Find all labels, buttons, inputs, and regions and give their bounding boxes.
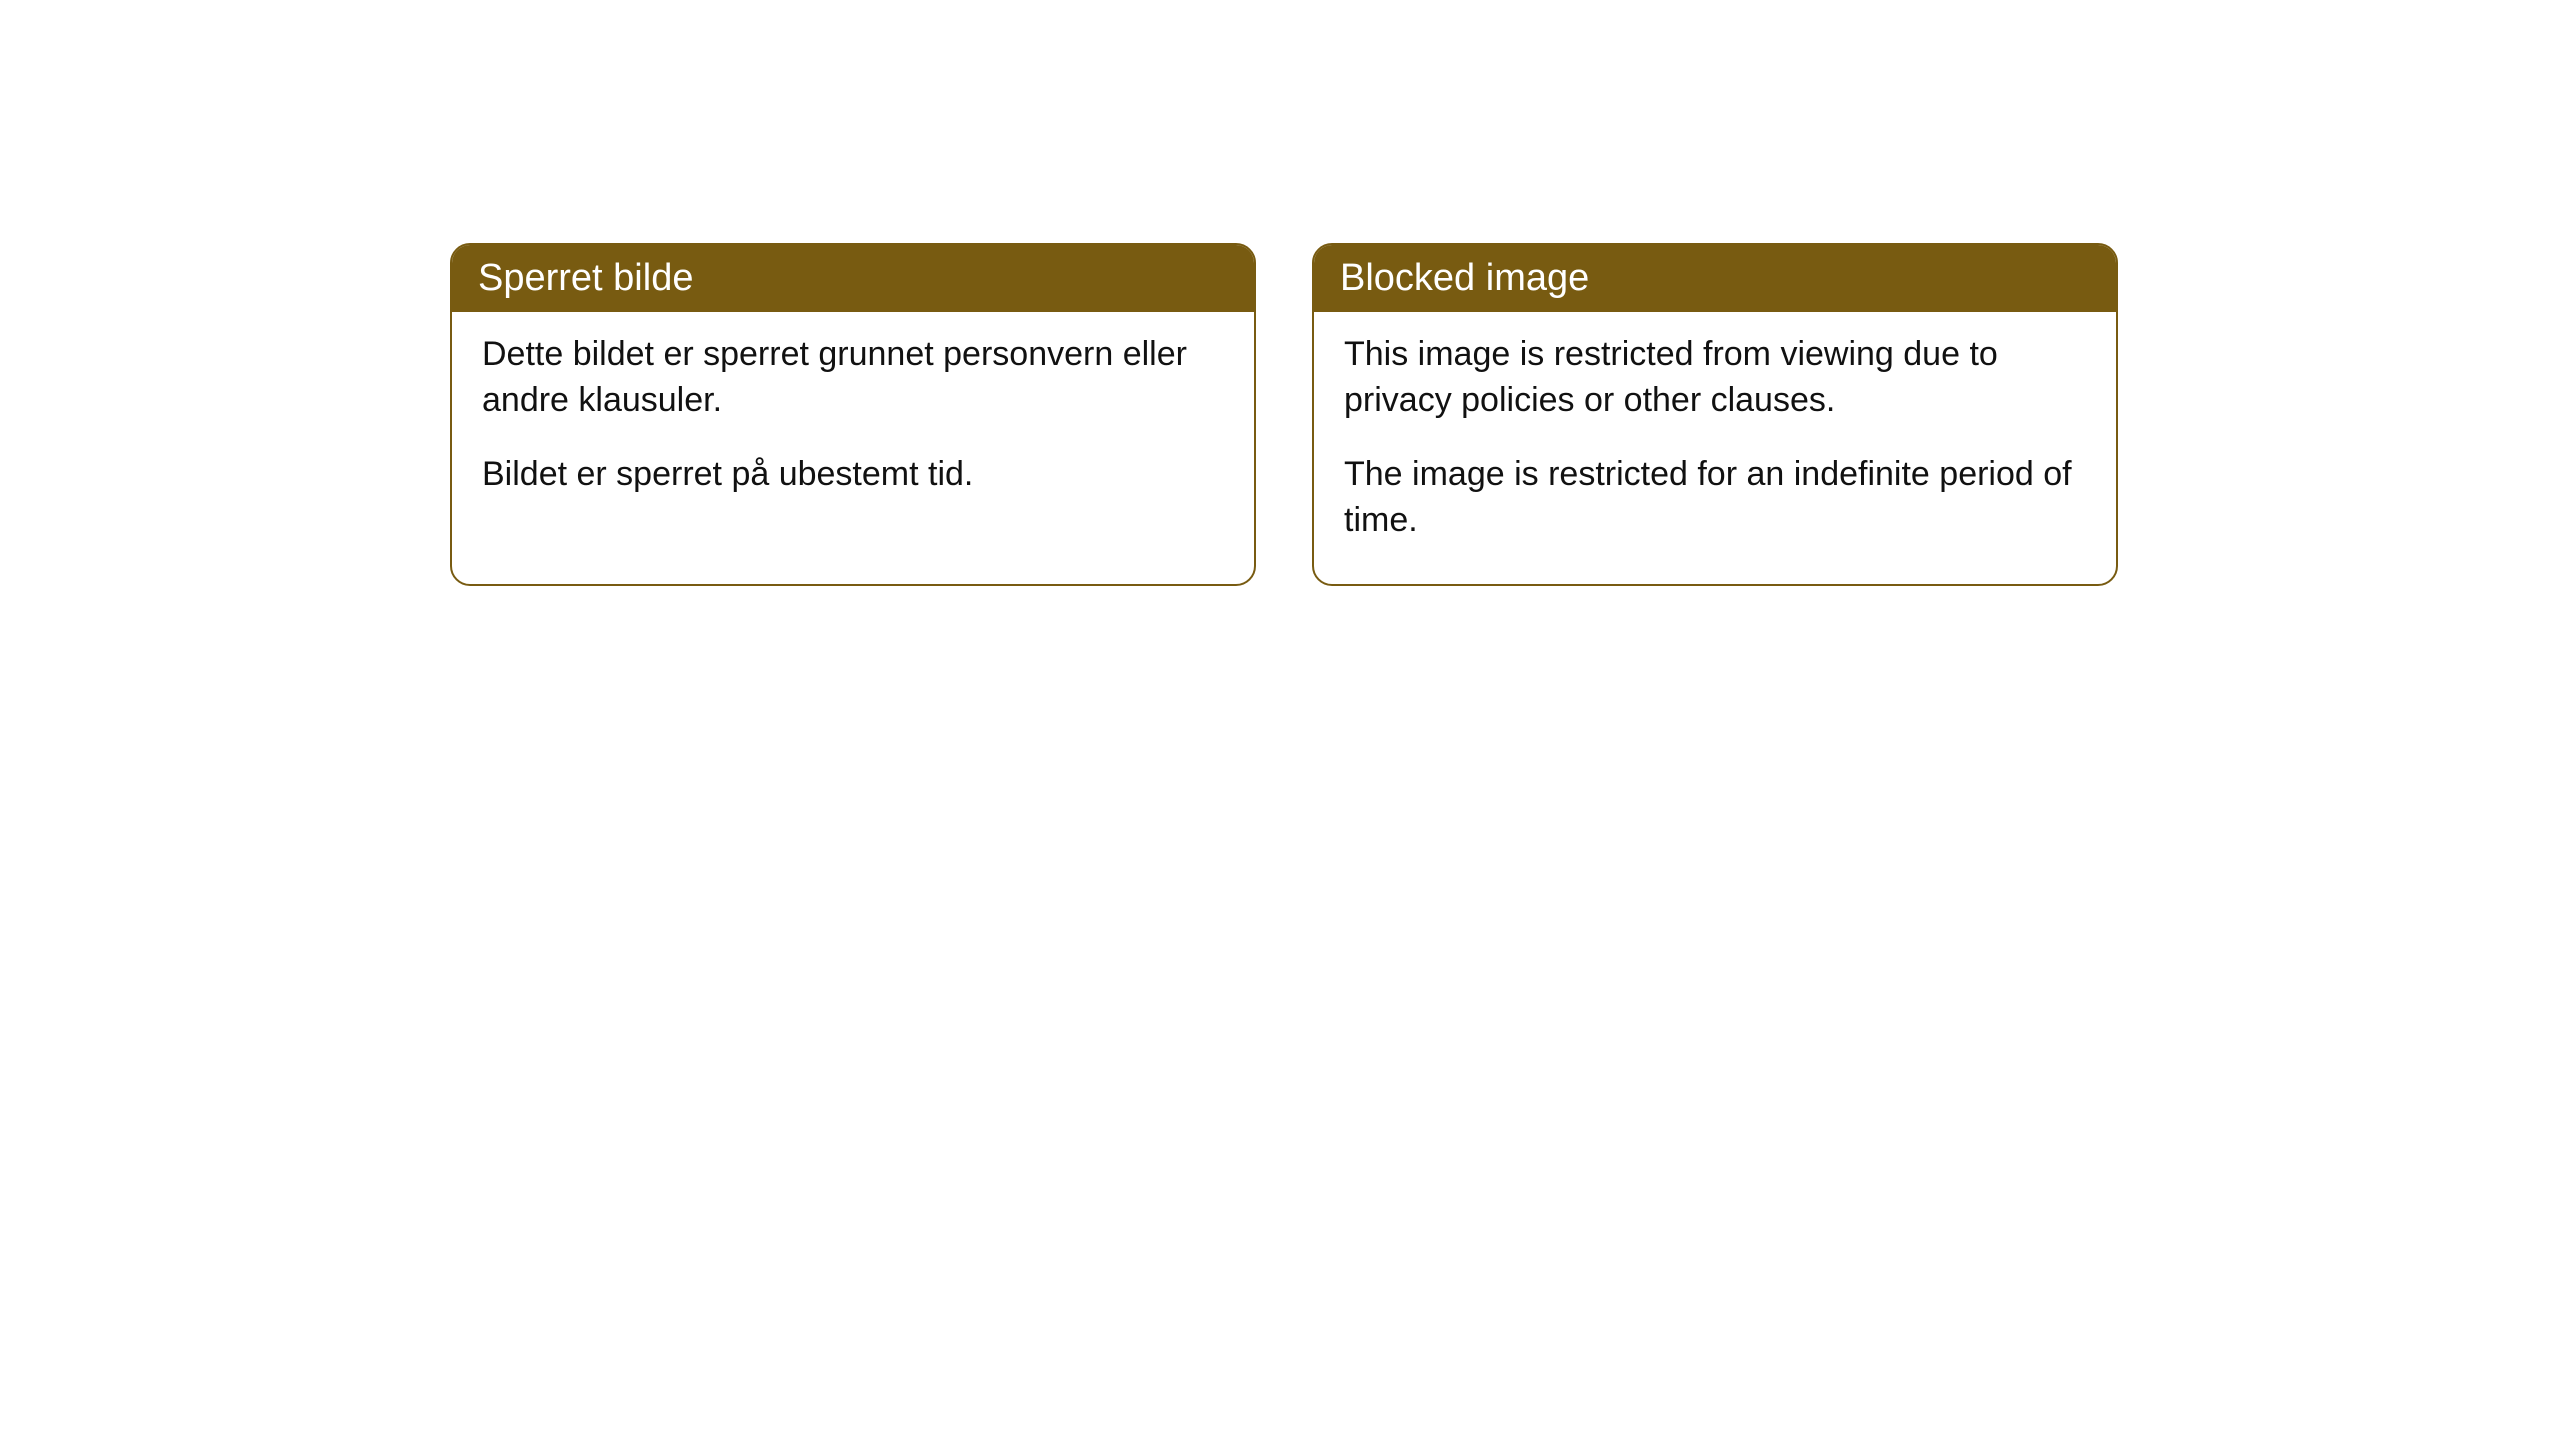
- card-paragraph: The image is restricted for an indefinit…: [1344, 452, 2086, 544]
- card-body: Dette bildet er sperret grunnet personve…: [452, 312, 1254, 538]
- card-paragraph: This image is restricted from viewing du…: [1344, 332, 2086, 424]
- card-header: Sperret bilde: [452, 245, 1254, 312]
- card-header: Blocked image: [1314, 245, 2116, 312]
- notice-card-english: Blocked image This image is restricted f…: [1312, 243, 2118, 586]
- notice-card-norwegian: Sperret bilde Dette bildet er sperret gr…: [450, 243, 1256, 586]
- notice-cards-container: Sperret bilde Dette bildet er sperret gr…: [450, 243, 2118, 586]
- card-paragraph: Bildet er sperret på ubestemt tid.: [482, 452, 1224, 498]
- card-paragraph: Dette bildet er sperret grunnet personve…: [482, 332, 1224, 424]
- card-body: This image is restricted from viewing du…: [1314, 312, 2116, 584]
